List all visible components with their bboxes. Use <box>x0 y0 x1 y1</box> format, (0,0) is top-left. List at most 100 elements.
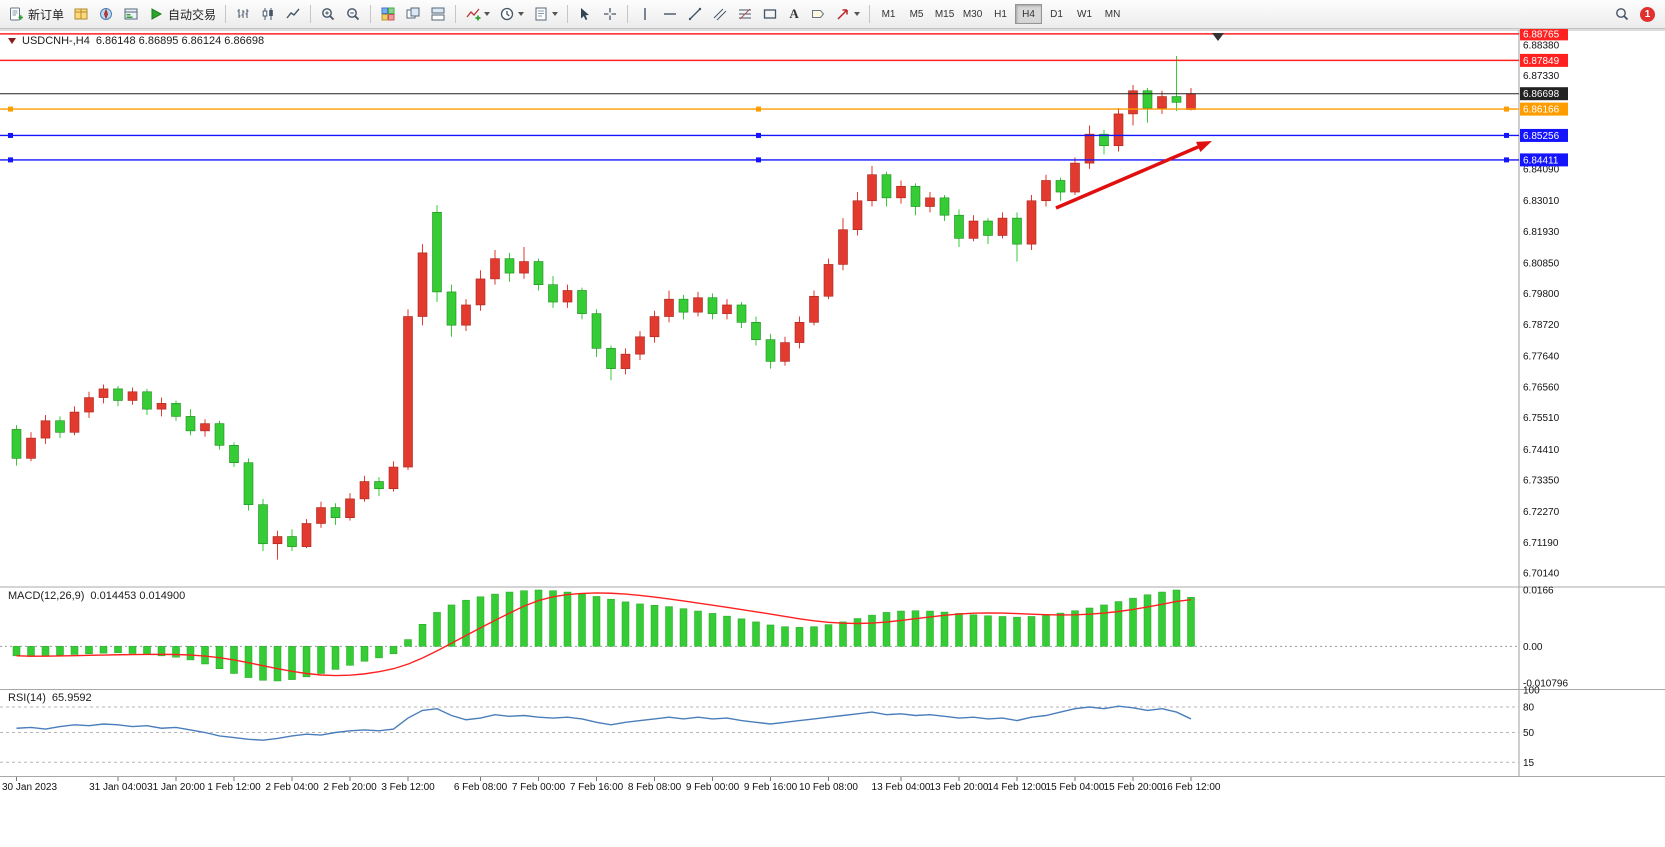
candle-body <box>258 504 268 545</box>
macd-bar <box>592 596 601 647</box>
line-handle[interactable] <box>8 157 13 163</box>
candle-body <box>591 313 602 349</box>
vertical-line-button[interactable] <box>633 3 657 25</box>
line-handle[interactable] <box>756 157 761 163</box>
indicators-button[interactable] <box>461 3 494 25</box>
candle-body <box>374 481 384 490</box>
autotrade-label: 自动交易 <box>168 7 217 22</box>
chart-shift-marker-icon[interactable] <box>1212 33 1224 41</box>
timeframe-button-d1[interactable]: D1 <box>1043 4 1070 24</box>
new-order-label: 新订单 <box>28 7 65 22</box>
candle-body <box>316 507 326 524</box>
price-badge: 6.87849 <box>1520 53 1568 67</box>
line-chart-button[interactable] <box>281 3 305 25</box>
line-handle[interactable] <box>1504 157 1509 163</box>
time-axis-label: 2 Feb 04:00 <box>265 782 319 793</box>
zoom-out-button[interactable] <box>341 3 365 25</box>
candle-body <box>577 290 587 314</box>
arrow-tool-button[interactable] <box>831 3 864 25</box>
market-watch-button[interactable] <box>69 3 93 25</box>
candle-body <box>606 348 616 369</box>
timeframe-button-m15[interactable]: M15 <box>931 4 958 24</box>
macd-bar <box>984 615 992 647</box>
templates-button[interactable] <box>529 3 562 25</box>
zoom-in-button[interactable] <box>316 3 340 25</box>
line-handle[interactable] <box>1504 132 1509 138</box>
toolbar-separator <box>455 5 457 23</box>
candle-body <box>1113 113 1124 147</box>
timeframe-button-mn[interactable]: MN <box>1099 4 1126 24</box>
line-handle[interactable] <box>8 132 13 138</box>
fibonacci-button[interactable] <box>733 3 757 25</box>
timeframe-button-h1[interactable]: H1 <box>987 4 1014 24</box>
macd-bar <box>940 611 949 647</box>
price-axis-label: 6.74410 <box>1523 445 1560 456</box>
timeframe-button-w1[interactable]: W1 <box>1071 4 1098 24</box>
macd-bar <box>273 646 282 682</box>
line-handle[interactable] <box>756 106 761 112</box>
cascade-windows-button[interactable] <box>401 3 425 25</box>
macd-bar <box>346 646 354 666</box>
candlestick-chart-button[interactable] <box>256 3 280 25</box>
time-axis-label: 31 Jan 20:00 <box>147 782 205 793</box>
macd-bar <box>1129 597 1137 647</box>
new-order-button[interactable]: 新订单 <box>4 3 68 25</box>
line-handle[interactable] <box>8 106 13 112</box>
toolbar-separator <box>567 5 569 23</box>
macd-bar <box>824 624 833 647</box>
shapes-button[interactable] <box>758 3 782 25</box>
price-badge: 6.85256 <box>1520 128 1568 142</box>
candle-body <box>896 185 906 199</box>
price-badge: 6.86166 <box>1520 102 1568 116</box>
price-axis-label: 6.79800 <box>1523 289 1560 300</box>
bar-chart-icon <box>237 9 249 18</box>
terminal-button[interactable] <box>119 3 143 25</box>
timeframe-button-m30[interactable]: M30 <box>959 4 986 24</box>
notification-badge[interactable]: 1 <box>1640 6 1655 22</box>
cursor-button[interactable] <box>573 3 597 25</box>
candle-body <box>504 258 515 274</box>
tile-windows-button[interactable] <box>376 3 400 25</box>
macd-bar <box>56 646 64 656</box>
macd-bar <box>375 646 383 659</box>
candle-body <box>272 536 283 545</box>
label-button[interactable] <box>806 3 830 25</box>
horizontal-line-button[interactable] <box>658 3 682 25</box>
candle-body <box>765 339 776 362</box>
candle-body <box>707 297 718 314</box>
candle-body <box>867 174 877 202</box>
price-axis-label: 6.78720 <box>1523 320 1560 331</box>
timeframe-button-h4[interactable]: H4 <box>1015 4 1043 24</box>
line-handle[interactable] <box>1504 106 1509 112</box>
autotrade-button[interactable]: 自动交易 <box>144 3 220 25</box>
channel-button[interactable] <box>708 3 732 25</box>
rsi-axis-label: 50 <box>1523 728 1535 739</box>
macd-bar <box>1172 589 1181 647</box>
text-button[interactable]: A <box>783 3 805 25</box>
macd-bar <box>636 603 644 647</box>
timeframe-button-m1[interactable]: M1 <box>875 4 902 24</box>
navigator-button[interactable] <box>94 3 118 25</box>
tile-horizontal-button[interactable] <box>426 3 450 25</box>
trend-arrow[interactable] <box>1055 145 1199 210</box>
time-axis-label: 13 Feb 04:00 <box>872 782 931 793</box>
toolbar-separator <box>869 5 871 23</box>
bar-chart-button[interactable] <box>231 3 255 25</box>
line-chart-icon <box>286 8 300 19</box>
candle-body <box>664 298 674 317</box>
crosshair-button[interactable] <box>598 3 622 25</box>
tile-horizontal-icon <box>431 7 445 21</box>
macd-bar <box>955 613 963 647</box>
search-button[interactable] <box>1610 3 1634 25</box>
trendline-button[interactable] <box>683 3 707 25</box>
periods-button[interactable] <box>495 3 528 25</box>
macd-bar <box>1100 604 1108 647</box>
macd-bar <box>331 646 340 670</box>
line-handle[interactable] <box>756 132 761 138</box>
zoom-out-icon <box>347 8 360 21</box>
trend-arrow-head[interactable] <box>1196 141 1212 152</box>
candle-body <box>1142 90 1153 109</box>
chevron-down-icon <box>484 12 491 16</box>
timeframe-button-m5[interactable]: M5 <box>903 4 930 24</box>
